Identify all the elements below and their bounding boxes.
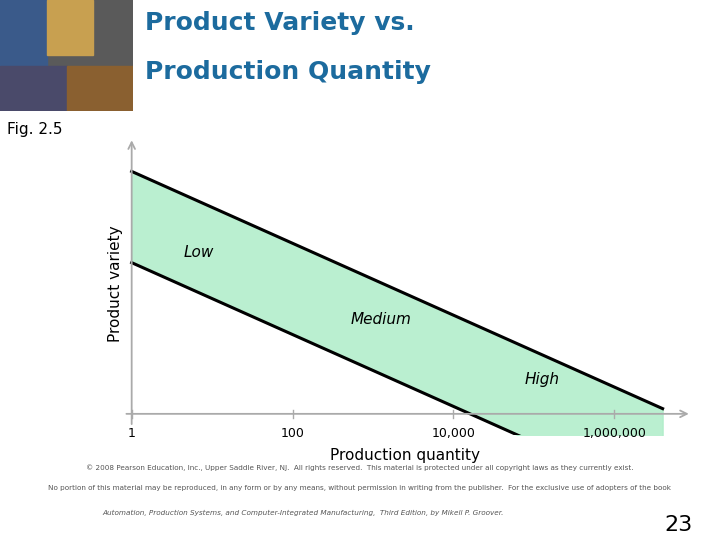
Text: Fig. 2.5: Fig. 2.5 bbox=[7, 122, 63, 137]
Text: 1,000,000: 1,000,000 bbox=[582, 427, 647, 440]
Text: 100: 100 bbox=[281, 427, 305, 440]
Bar bbox=[0, 66, 66, 111]
Text: High: High bbox=[524, 373, 559, 388]
Text: Production quantity: Production quantity bbox=[330, 448, 480, 463]
Text: Medium: Medium bbox=[351, 313, 412, 327]
Text: 10,000: 10,000 bbox=[431, 427, 475, 440]
Bar bbox=[66, 66, 133, 111]
Text: No portion of this material may be reproduced, in any form or by any means, with: No portion of this material may be repro… bbox=[48, 485, 672, 491]
Text: Automation, Production Systems, and Computer-Integrated Manufacturing,  Third Ed: Automation, Production Systems, and Comp… bbox=[103, 510, 504, 516]
Bar bbox=[47, 0, 93, 56]
Text: © 2008 Pearson Education, Inc., Upper Saddle River, NJ.  All rights reserved.  T: © 2008 Pearson Education, Inc., Upper Sa… bbox=[86, 464, 634, 471]
Text: Low: Low bbox=[184, 245, 215, 260]
Text: 1: 1 bbox=[127, 427, 135, 440]
Text: Product Variety vs.: Product Variety vs. bbox=[145, 11, 415, 35]
Text: Production Quantity: Production Quantity bbox=[145, 60, 431, 84]
Bar bbox=[0, 0, 47, 66]
Text: Product variety: Product variety bbox=[108, 225, 123, 342]
Text: 23: 23 bbox=[664, 515, 692, 536]
